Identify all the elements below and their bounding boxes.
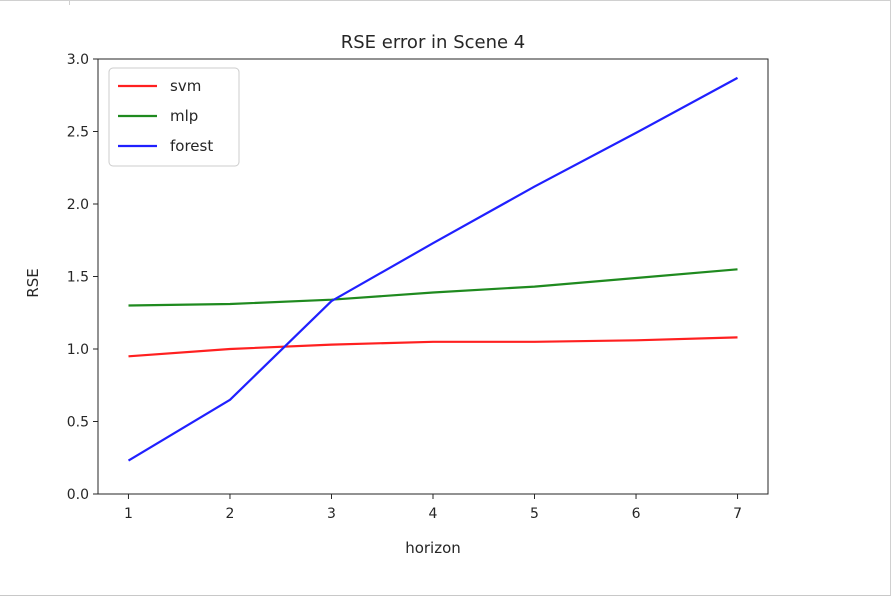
x-axis-label: horizon bbox=[405, 539, 461, 557]
series-line-svm bbox=[128, 336, 738, 358]
chart-title: RSE error in Scene 4 bbox=[341, 32, 526, 53]
x-tick-label-6: 7 bbox=[733, 506, 742, 522]
y-tick-label-6: 3.0 bbox=[67, 52, 89, 68]
x-tick-label-1: 2 bbox=[226, 506, 235, 522]
legend-label-mlp: mlp bbox=[170, 107, 198, 125]
y-tick-label-0: 0.0 bbox=[67, 487, 89, 503]
legend-box bbox=[108, 67, 240, 167]
x-tick-label-0: 1 bbox=[124, 506, 133, 522]
legend: svm mlp forest bbox=[108, 67, 240, 167]
y-tick-label-2: 1.0 bbox=[67, 342, 89, 358]
legend-label-forest: forest bbox=[170, 137, 213, 155]
axes-frame bbox=[97, 58, 769, 495]
plot-area: 0.0 0.5 1.0 1.5 2.0 2.5 3.0 1 2 3 4 5 6 7 bbox=[67, 52, 769, 522]
y-tick-label-5: 2.5 bbox=[67, 125, 89, 141]
cell-divider-tick bbox=[69, 0, 70, 5]
y-axis-label: RSE bbox=[24, 268, 42, 297]
legend-label-svm: svm bbox=[170, 77, 201, 95]
series-line-forest bbox=[127, 76, 739, 462]
x-tick-label-3: 4 bbox=[429, 506, 438, 522]
x-tick-label-5: 6 bbox=[632, 506, 641, 522]
y-tick-label-4: 2.0 bbox=[67, 197, 89, 213]
series-line-mlp bbox=[128, 268, 738, 307]
y-tick-label-3: 1.5 bbox=[67, 270, 89, 286]
x-tick-label-4: 5 bbox=[530, 506, 539, 522]
x-tick-label-2: 3 bbox=[327, 506, 336, 522]
y-tick-label-1: 0.5 bbox=[67, 415, 89, 431]
